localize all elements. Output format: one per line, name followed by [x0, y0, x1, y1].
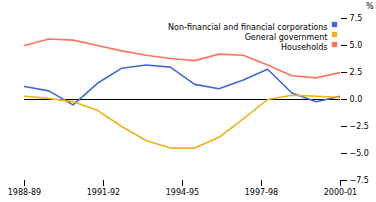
svg-text:0.0: 0.0	[350, 95, 363, 104]
svg-text:Households: Households	[281, 43, 328, 52]
svg-text:1997-98: 1997-98	[245, 188, 278, 197]
svg-text:General government: General government	[245, 33, 328, 42]
svg-text:Non-financial and financial co: Non-financial and financial corporations	[168, 23, 327, 32]
svg-text:−5.0: −5.0	[350, 149, 369, 158]
svg-text:−2.5: −2.5	[350, 122, 369, 131]
svg-text:−7.5: −7.5	[350, 176, 369, 185]
svg-text:2000-01: 2000-01	[324, 188, 357, 197]
svg-text:1988-89: 1988-89	[8, 188, 41, 197]
svg-text:5.0: 5.0	[350, 41, 363, 50]
svg-text:2.5: 2.5	[350, 68, 363, 77]
svg-text:1994-95: 1994-95	[166, 188, 199, 197]
svg-text:7.5: 7.5	[350, 14, 363, 23]
svg-text:1991-92: 1991-92	[87, 188, 120, 197]
svg-text:%: %	[366, 2, 374, 11]
